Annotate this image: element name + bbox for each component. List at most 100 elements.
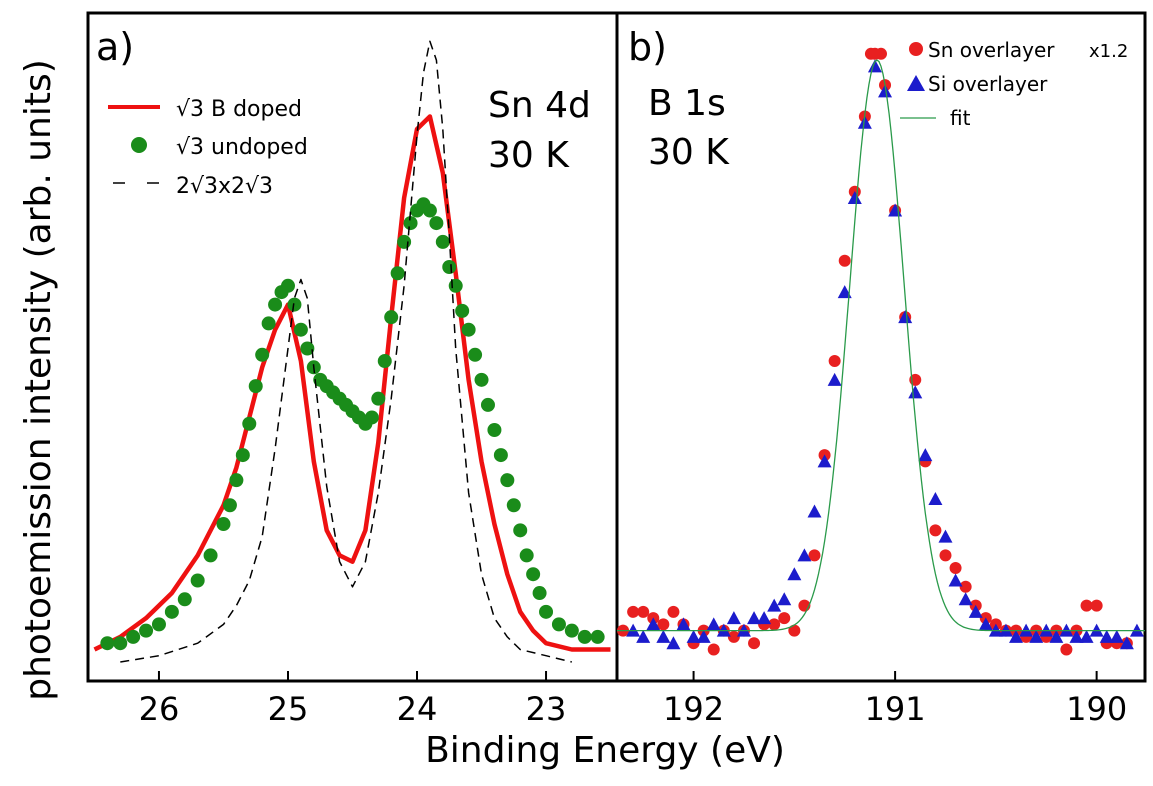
- data-point-sn-overlayer: [727, 630, 740, 643]
- data-point-undoped: [468, 347, 483, 362]
- data-point-undoped: [448, 278, 463, 293]
- data-point-undoped: [487, 423, 502, 438]
- legend-item-sn-overlayer: Sn overlayer: [928, 38, 1055, 62]
- data-point-undoped: [590, 629, 605, 644]
- data-point-undoped: [280, 278, 295, 293]
- data-point-si-overlayer: [978, 617, 993, 631]
- data-point-undoped: [532, 586, 547, 601]
- series-b-doped-line: [93, 114, 611, 652]
- data-point-si-overlayer: [938, 529, 953, 543]
- data-point-si-overlayer: [1099, 629, 1114, 643]
- data-point-undoped: [397, 234, 412, 249]
- data-point-si-overlayer: [928, 491, 943, 505]
- data-point-sn-overlayer: [828, 355, 841, 368]
- data-point-undoped: [377, 354, 392, 369]
- data-point-si-overlayer: [636, 629, 651, 643]
- data-point-undoped: [577, 629, 592, 644]
- data-point-sn-overlayer: [657, 618, 670, 631]
- series-2r3-dashed-line: [120, 40, 572, 663]
- x-tick-label: 26: [139, 690, 180, 728]
- series-fit-line: [617, 59, 1145, 632]
- x-tick-label: 191: [865, 690, 926, 728]
- data-point-undoped: [519, 548, 534, 563]
- data-point-si-overlayer: [1029, 629, 1044, 643]
- data-point-si-overlayer: [948, 573, 963, 587]
- data-point-si-overlayer: [767, 598, 782, 612]
- data-point-sn-overlayer: [1060, 643, 1073, 656]
- data-point-si-overlayer: [878, 84, 893, 98]
- data-point-undoped: [235, 448, 250, 463]
- legend-item-fit: fit: [950, 106, 971, 130]
- data-point-si-overlayer: [757, 611, 772, 625]
- data-point-undoped: [384, 310, 399, 325]
- data-point-si-overlayer: [908, 385, 923, 399]
- data-point-undoped: [216, 517, 231, 532]
- data-point-undoped: [442, 259, 457, 274]
- x-tick-label: 190: [1066, 690, 1127, 728]
- data-point-si-overlayer: [827, 372, 842, 386]
- data-point-undoped: [506, 498, 521, 513]
- data-point-undoped: [139, 623, 154, 638]
- data-point-undoped: [242, 416, 257, 431]
- legend-blue-triangle-swatch: [907, 75, 925, 91]
- data-point-sn-overlayer: [788, 624, 801, 637]
- data-point-si-overlayer: [1119, 636, 1134, 650]
- data-point-undoped: [564, 623, 579, 638]
- data-point-undoped: [248, 379, 263, 394]
- panel-a-x-ticks: 26 25 24 23: [139, 671, 567, 728]
- data-point-undoped: [371, 391, 386, 406]
- data-point-undoped: [480, 397, 495, 412]
- panel-a-label: a): [96, 25, 134, 69]
- panel-a-plot: [93, 40, 611, 663]
- data-point-undoped: [435, 234, 450, 249]
- panel-b-plot: [617, 47, 1145, 656]
- data-point-si-overlayer: [676, 617, 691, 631]
- data-point-si-overlayer: [696, 629, 711, 643]
- data-point-si-overlayer: [747, 611, 762, 625]
- data-point-sn-overlayer: [627, 605, 640, 618]
- data-point-si-overlayer: [837, 285, 852, 299]
- data-point-sn-overlayer: [707, 643, 720, 656]
- data-point-undoped: [190, 573, 205, 588]
- data-point-undoped: [300, 341, 315, 356]
- data-point-undoped: [455, 303, 470, 318]
- data-point-undoped: [390, 266, 405, 281]
- data-point-si-overlayer: [817, 454, 832, 468]
- data-point-undoped: [222, 498, 237, 513]
- panel-b-annotation-line1: B 1s: [648, 83, 726, 124]
- x-tick-label: 24: [397, 690, 438, 728]
- data-point-si-overlayer: [1069, 629, 1084, 643]
- data-point-undoped: [203, 548, 218, 563]
- data-point-si-overlayer: [646, 617, 661, 631]
- data-point-undoped: [422, 203, 437, 218]
- data-point-si-overlayer: [797, 548, 812, 562]
- panel-b-legend: Sn overlayer x1.2 Si overlayer fit: [900, 38, 1128, 130]
- data-point-undoped: [364, 410, 379, 425]
- data-point-si-overlayer: [857, 115, 872, 129]
- x-tick-label: 192: [663, 690, 724, 728]
- data-point-sn-overlayer: [939, 549, 952, 562]
- data-point-undoped: [551, 617, 566, 632]
- data-point-undoped: [513, 523, 528, 538]
- data-point-undoped: [403, 216, 418, 231]
- data-point-sn-overlayer: [838, 254, 851, 267]
- data-point-undoped: [229, 473, 244, 488]
- data-point-undoped: [177, 592, 192, 607]
- data-point-undoped: [526, 567, 541, 582]
- y-axis-label: photoemission intensity (arb. units): [18, 59, 59, 701]
- data-point-undoped: [429, 216, 444, 231]
- data-point-undoped: [255, 347, 270, 362]
- x-tick-label: 23: [526, 690, 567, 728]
- data-point-si-overlayer: [968, 604, 983, 618]
- data-point-undoped: [164, 604, 179, 619]
- data-point-si-overlayer: [726, 611, 741, 625]
- data-point-si-overlayer: [656, 629, 671, 643]
- data-point-si-overlayer: [1049, 629, 1064, 643]
- data-point-si-overlayer: [867, 59, 882, 73]
- data-point-undoped: [151, 617, 166, 632]
- legend-item-undoped: √3 undoped: [176, 135, 308, 160]
- data-point-si-overlayer: [777, 592, 792, 606]
- data-point-si-overlayer: [958, 592, 973, 606]
- panel-b-label: b): [628, 25, 667, 69]
- legend-item-b-doped: √3 B doped: [176, 97, 302, 122]
